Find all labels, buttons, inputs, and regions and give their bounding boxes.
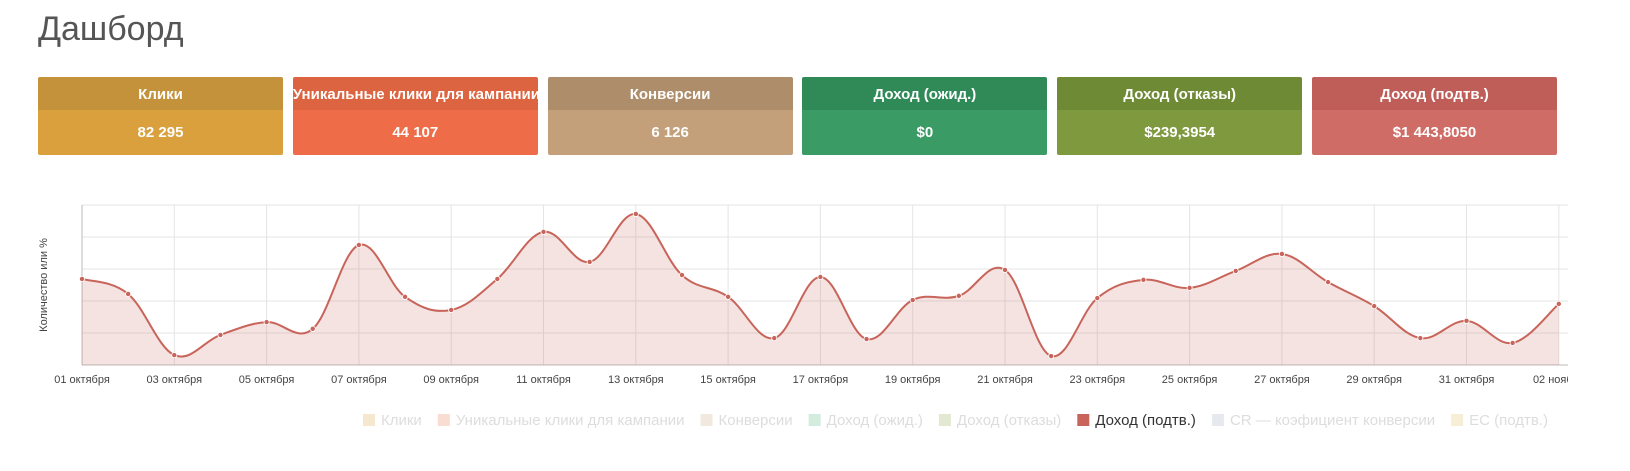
stat-card: Уникальные клики для кампании 44 107	[292, 77, 538, 155]
x-tick-label: 23 октября	[1070, 374, 1126, 386]
point	[494, 275, 501, 282]
x-tick-label: 03 октября	[147, 374, 203, 386]
x-tick-label: 09 октября	[423, 374, 479, 386]
point	[586, 258, 593, 265]
point	[309, 325, 316, 332]
x-tick-label: 02 ноября	[1533, 374, 1568, 386]
point	[909, 297, 916, 304]
point	[863, 336, 870, 343]
point	[355, 241, 362, 248]
point	[1232, 267, 1239, 274]
x-tick-label: 15 октября	[700, 374, 756, 386]
card-title: Уникальные клики для кампании	[292, 77, 538, 110]
x-tick-label: 27 октября	[1254, 374, 1310, 386]
point	[1186, 284, 1193, 291]
legend-swatch	[938, 414, 951, 426]
legend-swatch	[1451, 414, 1464, 426]
point	[1417, 335, 1424, 342]
stat-card: Доход (ожид.) $0	[802, 77, 1048, 155]
card-title: Доход (отказы)	[1057, 77, 1303, 110]
legend-item[interactable]: EC (подтв.)	[1451, 412, 1548, 429]
point	[217, 331, 224, 338]
line	[81, 212, 1560, 358]
x-tick-label: 11 октября	[516, 374, 571, 386]
point	[263, 319, 270, 326]
point	[1278, 250, 1285, 257]
x-tick-label: 21 октября	[977, 374, 1033, 386]
point	[1463, 317, 1470, 324]
legend-swatch	[808, 414, 821, 426]
legend-swatch	[1077, 414, 1090, 426]
point	[1371, 303, 1378, 310]
x-tick-label: 13 октября	[608, 374, 664, 386]
point	[1002, 266, 1009, 273]
y-axis-label: Количество или %	[38, 238, 50, 332]
x-tick-label: 17 октября	[793, 374, 849, 386]
legend-item[interactable]: Доход (подтв.)	[1077, 412, 1196, 429]
legend-label: Уникальные клики для кампании	[456, 412, 685, 429]
point	[771, 335, 778, 342]
legend-swatch	[363, 414, 375, 426]
point	[540, 228, 547, 235]
point	[678, 272, 685, 279]
point	[402, 293, 409, 300]
card-value: $239,3954	[1057, 110, 1303, 155]
x-tick-label: 31 октября	[1439, 374, 1495, 386]
legend-label: Конверсии	[719, 412, 793, 429]
legend-label: Клики	[381, 412, 422, 429]
legend-swatch	[437, 414, 450, 426]
legend-label: Доход (отказы)	[957, 412, 1061, 429]
stat-card: Конверсии 6 126	[547, 77, 793, 155]
page-title: Дашборд	[38, 10, 184, 48]
card-title: Клики	[38, 77, 283, 110]
x-tick-label: 19 октября	[885, 374, 941, 386]
card-value: 6 126	[547, 110, 793, 155]
point	[1555, 300, 1562, 307]
point	[448, 306, 455, 313]
card-value: $1 443,8050	[1312, 110, 1557, 155]
legend-item[interactable]: Клики	[363, 412, 422, 429]
point	[1325, 279, 1332, 286]
legend-item[interactable]: Доход (ожид.)	[808, 412, 923, 429]
x-tick-label: 25 октября	[1162, 374, 1218, 386]
stat-card: Доход (отказы) $239,3954	[1057, 77, 1303, 155]
chart: 01 октября 03 октября 05 октября 07 октября…	[38, 204, 1568, 429]
point	[1140, 276, 1147, 283]
x-tick-label: 01 октября	[54, 374, 110, 386]
point	[725, 293, 732, 300]
x-tick-label: 05 октября	[239, 374, 295, 386]
legend-label: Доход (ожид.)	[827, 412, 923, 429]
area	[82, 213, 1559, 365]
card-value: 82 295	[38, 110, 283, 155]
legend-item[interactable]: Доход (отказы)	[938, 412, 1061, 429]
point	[955, 292, 962, 299]
legend-label: Доход (подтв.)	[1095, 412, 1196, 429]
legend-item[interactable]: Уникальные клики для кампании	[437, 412, 685, 429]
legend-swatch	[1211, 414, 1224, 426]
point	[125, 290, 132, 297]
legend-item[interactable]: CR — коэфициент конверсии	[1211, 412, 1435, 429]
point	[632, 210, 639, 217]
card-value: $0	[802, 110, 1048, 155]
legend-swatch	[700, 414, 713, 426]
point	[1048, 353, 1055, 360]
point	[1094, 295, 1101, 302]
stat-card: Доход (подтв.) $1 443,8050	[1312, 77, 1557, 155]
x-tick-label: 07 октября	[331, 374, 387, 386]
point	[1509, 339, 1516, 346]
card-title: Конверсии	[547, 77, 793, 110]
card-title: Доход (ожид.)	[802, 77, 1048, 110]
point	[79, 275, 86, 282]
card-title: Доход (подтв.)	[1312, 77, 1557, 110]
point	[171, 352, 178, 359]
legend-label: CR — коэфициент конверсии	[1230, 412, 1435, 429]
x-tick-label: 29 октября	[1346, 374, 1402, 386]
legend-item[interactable]: Конверсии	[700, 412, 793, 429]
stat-card: Клики 82 295	[38, 77, 283, 155]
card-value: 44 107	[292, 110, 538, 155]
point	[817, 273, 824, 280]
legend-label: EC (подтв.)	[1469, 412, 1548, 429]
